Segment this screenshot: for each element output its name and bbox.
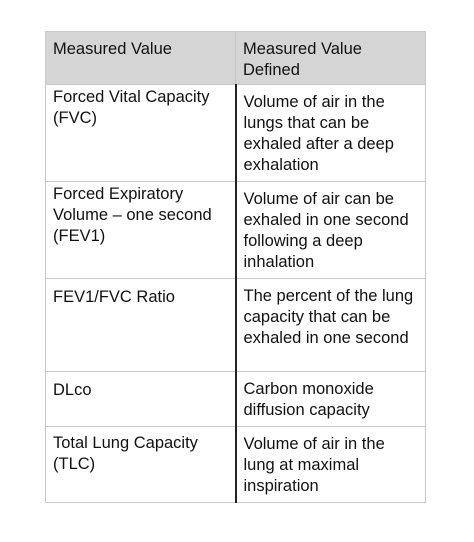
table-row: DLco Carbon monoxide diffusion capacity — [45, 371, 426, 427]
definition-cell: The percent of the lung capacity that ca… — [234, 278, 426, 372]
column-header-measured-value: Measured Value — [45, 31, 236, 85]
table-header-row: Measured Value Measured Value Defined — [45, 31, 426, 85]
definition-cell: Volume of air in the lungs that can be e… — [234, 84, 426, 182]
table-row: FEV1/FVC Ratio The percent of the lung c… — [45, 278, 426, 372]
table-row: Forced Vital Capacity (FVC) Volume of ai… — [45, 84, 426, 182]
definition-cell: Carbon monoxide diffusion capacity — [234, 371, 426, 427]
measured-value-cell: Total Lung Capacity (TLC) — [45, 426, 236, 503]
measured-value-cell: Forced Vital Capacity (FVC) — [45, 84, 236, 182]
table-row: Forced Expiratory Volume – one second (F… — [45, 181, 426, 279]
column-header-measured-value-defined: Measured Value Defined — [235, 31, 426, 85]
definition-cell: Volume of air in the lung at maximal ins… — [234, 426, 426, 503]
measured-value-cell: DLco — [45, 371, 236, 427]
table-row: Total Lung Capacity (TLC) Volume of air … — [45, 426, 426, 503]
measured-value-cell: Forced Expiratory Volume – one second (F… — [45, 181, 236, 279]
lung-function-table: Measured Value Measured Value Defined Fo… — [45, 31, 426, 503]
definition-cell: Volume of air can be exhaled in one seco… — [234, 181, 426, 279]
measured-value-cell: FEV1/FVC Ratio — [45, 278, 236, 372]
